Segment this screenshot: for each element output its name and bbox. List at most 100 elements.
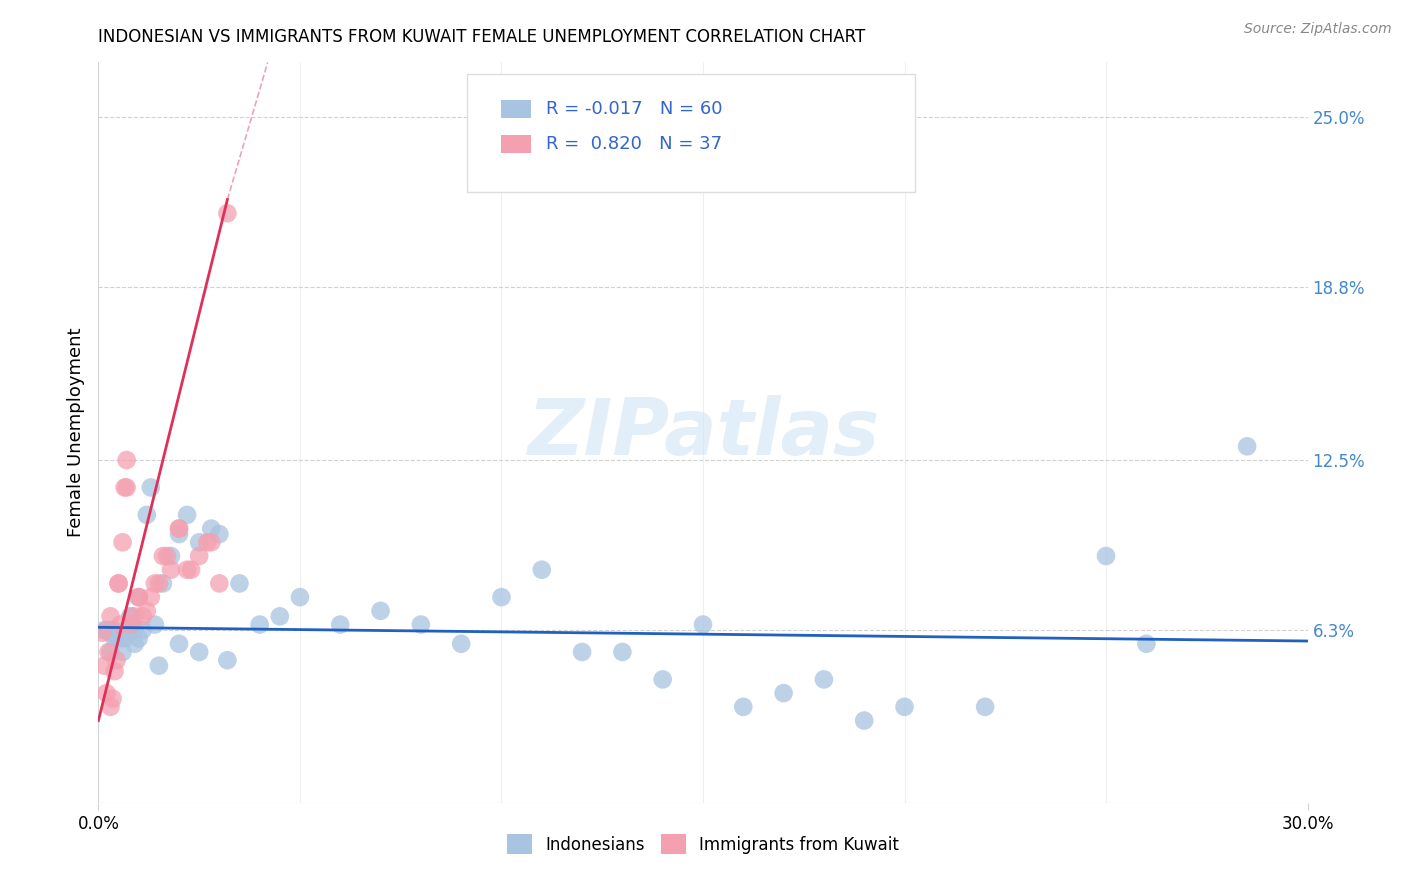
- Point: [111, 645, 134, 659]
- Point: [370, 604, 392, 618]
- Point: [101, 691, 124, 706]
- Point: [176, 508, 198, 522]
- Point: [167, 522, 190, 536]
- Point: [1095, 549, 1118, 563]
- Text: INDONESIAN VS IMMIGRANTS FROM KUWAIT FEMALE UNEMPLOYMENT CORRELATION CHART: INDONESIAN VS IMMIGRANTS FROM KUWAIT FEM…: [98, 28, 866, 45]
- Point: [96, 686, 118, 700]
- Point: [974, 699, 997, 714]
- Point: [107, 625, 129, 640]
- Point: [409, 617, 432, 632]
- Point: [148, 576, 170, 591]
- Point: [651, 673, 673, 687]
- FancyBboxPatch shape: [501, 100, 531, 119]
- Point: [167, 522, 190, 536]
- Point: [96, 623, 118, 637]
- Point: [530, 563, 553, 577]
- Point: [167, 527, 190, 541]
- Point: [114, 632, 136, 646]
- Point: [103, 625, 125, 640]
- Point: [132, 623, 155, 637]
- Point: [249, 617, 271, 632]
- Point: [103, 632, 125, 646]
- Point: [208, 527, 231, 541]
- Point: [329, 617, 352, 632]
- Point: [180, 563, 202, 577]
- Point: [100, 645, 122, 659]
- FancyBboxPatch shape: [501, 135, 531, 153]
- Point: [148, 658, 170, 673]
- Point: [160, 549, 183, 563]
- Point: [772, 686, 794, 700]
- Point: [114, 480, 136, 494]
- Point: [115, 625, 138, 640]
- Point: [143, 617, 166, 632]
- Point: [100, 609, 122, 624]
- Point: [110, 617, 132, 632]
- FancyBboxPatch shape: [467, 73, 915, 192]
- Point: [217, 206, 239, 220]
- Point: [97, 623, 120, 637]
- Point: [128, 590, 150, 604]
- Point: [124, 637, 146, 651]
- Point: [100, 699, 122, 714]
- Point: [152, 549, 174, 563]
- Point: [893, 699, 915, 714]
- Point: [200, 522, 222, 536]
- Point: [128, 632, 150, 646]
- Point: [1135, 637, 1157, 651]
- Point: [101, 623, 124, 637]
- Point: [93, 658, 115, 673]
- Point: [143, 576, 166, 591]
- Point: [97, 645, 120, 659]
- Point: [100, 625, 122, 640]
- Point: [733, 699, 755, 714]
- Point: [692, 617, 714, 632]
- Point: [115, 623, 138, 637]
- Point: [93, 623, 115, 637]
- Point: [156, 549, 179, 563]
- Point: [195, 535, 218, 549]
- Text: Source: ZipAtlas.com: Source: ZipAtlas.com: [1244, 22, 1392, 37]
- Text: ZIPatlas: ZIPatlas: [527, 394, 879, 471]
- Point: [128, 590, 150, 604]
- Point: [105, 628, 128, 642]
- Point: [120, 617, 142, 632]
- Point: [107, 576, 129, 591]
- Point: [105, 653, 128, 667]
- Point: [128, 590, 150, 604]
- Point: [217, 653, 239, 667]
- Point: [110, 632, 132, 646]
- Text: R = -0.017   N = 60: R = -0.017 N = 60: [546, 100, 723, 118]
- Point: [1236, 439, 1258, 453]
- Point: [167, 637, 190, 651]
- Point: [111, 628, 134, 642]
- Point: [115, 480, 138, 494]
- Point: [612, 645, 634, 659]
- Point: [269, 609, 291, 624]
- Point: [115, 453, 138, 467]
- Text: R =  0.820   N = 37: R = 0.820 N = 37: [546, 135, 721, 153]
- Point: [124, 609, 146, 624]
- Point: [188, 535, 211, 549]
- Point: [152, 576, 174, 591]
- Point: [208, 576, 231, 591]
- Point: [450, 637, 472, 651]
- Point: [228, 576, 250, 591]
- Point: [103, 664, 125, 678]
- Point: [111, 535, 134, 549]
- Point: [571, 645, 593, 659]
- Point: [188, 549, 211, 563]
- Point: [853, 714, 876, 728]
- Point: [200, 535, 222, 549]
- Point: [124, 623, 146, 637]
- Point: [135, 508, 157, 522]
- Point: [139, 590, 162, 604]
- Point: [813, 673, 835, 687]
- Point: [91, 625, 114, 640]
- Point: [176, 563, 198, 577]
- Point: [188, 645, 211, 659]
- Point: [160, 563, 183, 577]
- Point: [288, 590, 311, 604]
- Point: [120, 609, 142, 624]
- Legend: Indonesians, Immigrants from Kuwait: Indonesians, Immigrants from Kuwait: [501, 828, 905, 861]
